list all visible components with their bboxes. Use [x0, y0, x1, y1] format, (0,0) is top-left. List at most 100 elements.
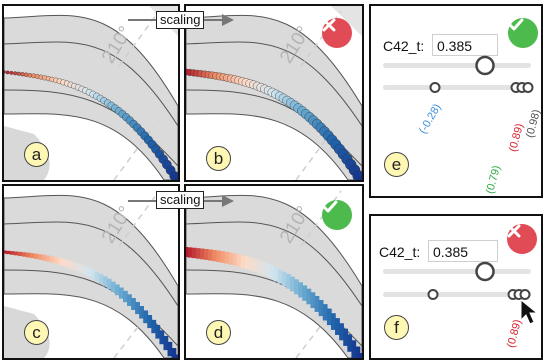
slider-track[interactable] — [383, 269, 531, 274]
track-segment — [175, 354, 178, 358]
track-segment — [347, 334, 353, 352]
track-segment — [21, 252, 27, 257]
track-segment — [355, 346, 361, 358]
track-segment — [127, 294, 132, 306]
track-segment — [13, 251, 19, 256]
track-segment — [29, 253, 35, 259]
track-segment — [94, 271, 100, 282]
track-segment — [50, 256, 55, 263]
track-segment — [306, 288, 312, 305]
slider-track[interactable] — [383, 63, 531, 68]
slider-thumb[interactable] — [475, 261, 495, 282]
plot-c — [4, 190, 178, 358]
track-segment — [330, 313, 336, 330]
track-segment — [122, 290, 128, 303]
track-segment — [54, 257, 60, 264]
track-segment — [139, 306, 144, 319]
track-segment — [78, 264, 84, 273]
track-segment — [257, 260, 263, 274]
panel-letter-e: e — [384, 152, 409, 177]
track-segment — [310, 292, 316, 309]
track-dot — [13, 71, 18, 76]
range-handle[interactable] — [519, 289, 531, 300]
track-segment — [17, 251, 23, 256]
panel-a: 210° a — [2, 4, 180, 182]
track-segment — [110, 281, 116, 293]
track-segment — [314, 295, 320, 312]
track-segment — [155, 324, 161, 339]
track-segment — [171, 348, 177, 358]
track-segment — [204, 249, 209, 260]
track-dot — [4, 70, 6, 74]
range-handle[interactable] — [429, 82, 441, 93]
track-segment — [33, 253, 39, 259]
track-segment — [9, 251, 15, 255]
plot-d — [186, 190, 362, 358]
range-track[interactable] — [383, 85, 531, 90]
track-segment — [298, 282, 304, 298]
track-segment — [118, 287, 124, 299]
track-segment — [322, 304, 328, 321]
track-segment — [208, 249, 213, 261]
value-input[interactable]: 0.385 — [432, 34, 498, 56]
track-segment — [106, 278, 112, 290]
track-segment — [326, 308, 332, 326]
track-segment — [216, 250, 222, 263]
track-segment — [302, 285, 308, 301]
track-segment — [163, 335, 169, 351]
panel-f: C42_t: 0.385 (0.89) f — [369, 214, 543, 360]
slider-area — [383, 55, 534, 93]
range-track[interactable] — [383, 292, 531, 297]
slider-thumb[interactable] — [475, 55, 495, 76]
value-input[interactable]: 0.385 — [428, 240, 498, 262]
error-status-icon — [322, 18, 352, 48]
track-segment — [5, 250, 11, 255]
track-segment — [318, 299, 324, 317]
track-segment — [131, 298, 136, 310]
track-segment — [339, 323, 344, 341]
panel-letter-c: c — [24, 320, 49, 345]
track-segment — [277, 269, 283, 284]
track-dot — [9, 70, 14, 75]
track-segment — [186, 247, 189, 257]
track-segment — [224, 251, 230, 264]
track-segment — [74, 262, 80, 271]
track-dot — [5, 70, 10, 75]
track-segment — [86, 267, 92, 277]
track-segment — [269, 265, 275, 280]
track-segment — [294, 279, 299, 295]
track-segment — [62, 259, 68, 267]
panel-c: 210° c — [2, 184, 180, 360]
mouse-cursor-icon — [520, 298, 539, 325]
track-segment — [335, 318, 340, 335]
slider-area — [383, 261, 539, 325]
track-dot — [24, 72, 29, 77]
track-segment — [244, 256, 250, 270]
track-segment — [249, 257, 254, 271]
track-segment — [114, 284, 120, 296]
track-dot — [20, 72, 25, 77]
ok-status-icon — [322, 200, 352, 230]
track-segment — [82, 266, 88, 275]
range-handle[interactable] — [427, 289, 439, 300]
panel-d: 210° d — [184, 184, 364, 360]
track-segment — [58, 258, 64, 266]
track-segment — [253, 258, 258, 273]
track-segment — [98, 273, 104, 284]
track-segment — [191, 247, 197, 259]
track-segment — [90, 269, 96, 279]
track-segment — [359, 353, 362, 358]
track-segment — [285, 273, 291, 289]
scaling-label-top: scaling — [156, 11, 205, 29]
track-segment — [290, 276, 295, 292]
track-segment — [199, 248, 205, 260]
track-segment — [38, 254, 43, 260]
track-segment — [236, 254, 242, 267]
track-segment — [343, 328, 349, 346]
range-handle[interactable] — [522, 82, 534, 93]
track-segment — [4, 250, 7, 254]
panel-letter-d: d — [206, 320, 231, 345]
track-segment — [273, 267, 279, 282]
track-segment — [212, 249, 218, 262]
plot-a — [4, 6, 178, 180]
